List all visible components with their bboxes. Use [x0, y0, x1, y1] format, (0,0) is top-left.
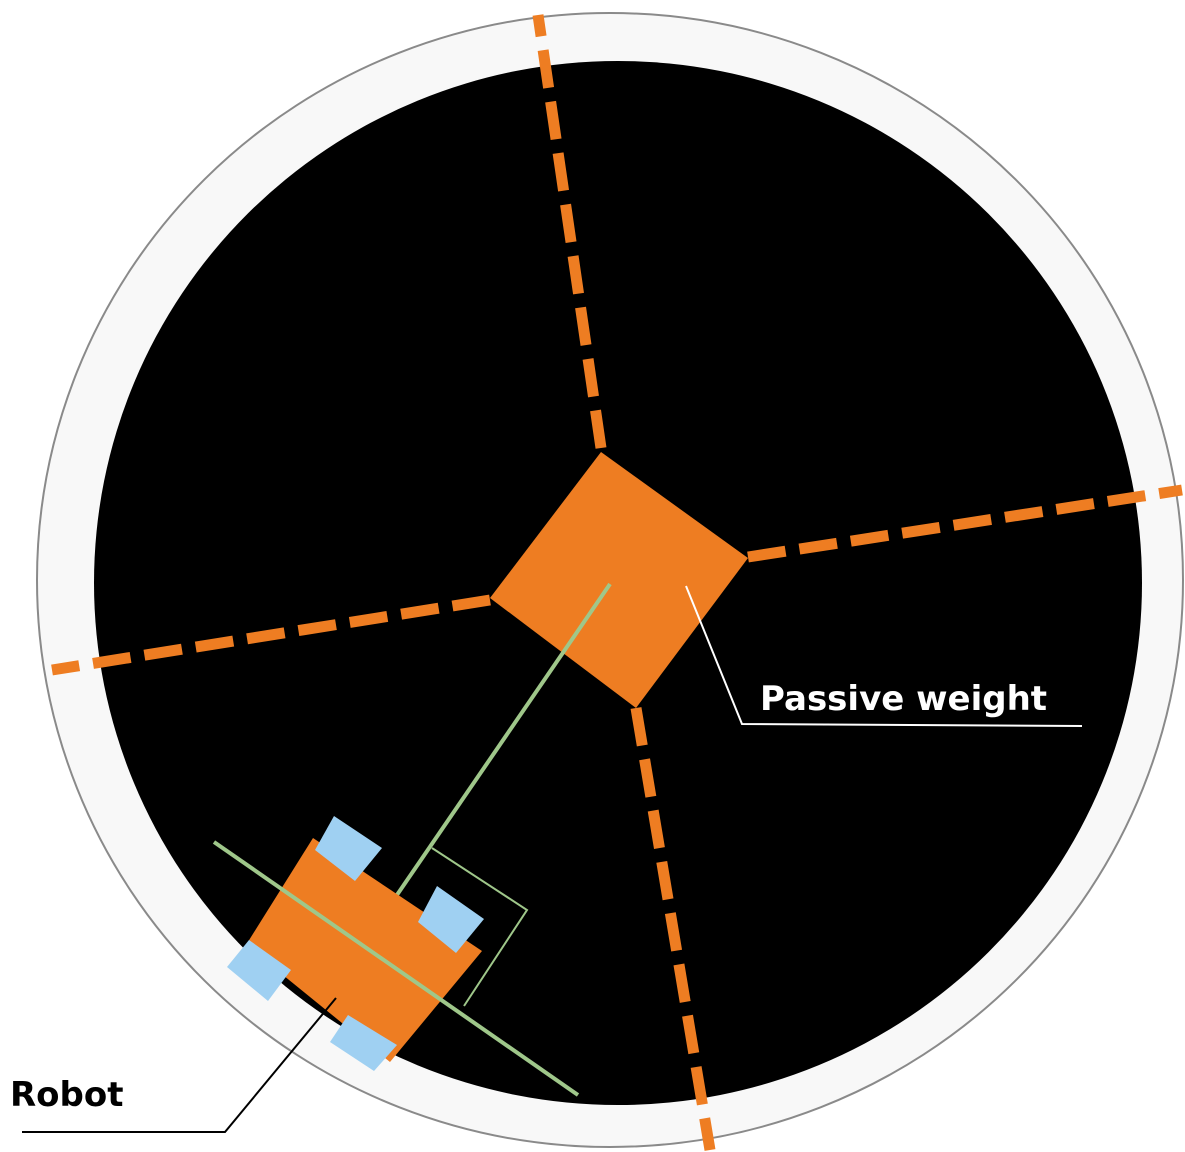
robot-body	[246, 838, 482, 1062]
robot-axle-line	[212, 840, 580, 1097]
dashed-line-bottom	[630, 707, 716, 1151]
dashed-line-top	[532, 14, 607, 449]
heading-line	[360, 582, 612, 948]
robot-label: Robot	[10, 1075, 124, 1115]
passive-weight-block	[490, 452, 748, 708]
passive-weight-callout-line	[685, 585, 1083, 727]
wheel-left	[227, 940, 291, 1001]
wheel-bottom	[330, 1015, 397, 1071]
robot-callout-line	[22, 997, 337, 1133]
dashed-lines	[51, 14, 1183, 1151]
wheel-right	[418, 886, 484, 953]
wheel-top	[315, 816, 382, 881]
angle-bracket	[431, 847, 529, 1007]
passive-weight-label: Passive weight	[760, 679, 1047, 719]
robot-wheels	[227, 816, 484, 1071]
dashed-line-right	[747, 484, 1183, 563]
dashed-line-left	[51, 594, 491, 676]
